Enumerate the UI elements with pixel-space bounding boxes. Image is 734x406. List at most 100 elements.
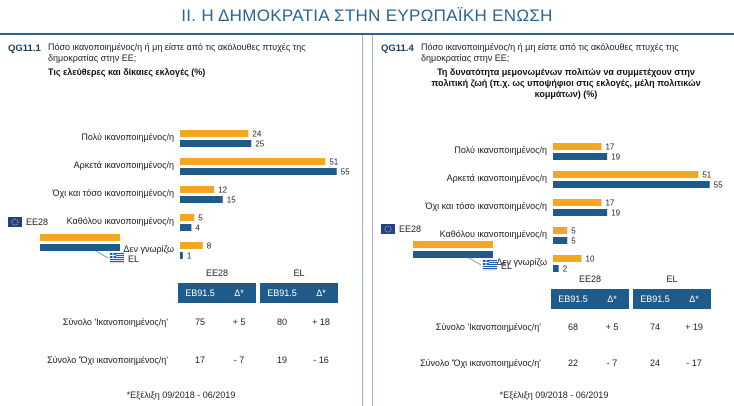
table-row: Σύνολο 'Ικανοποιημένος/η' 68 + 5 74 + 19 (383, 309, 711, 345)
category-label: Αρκετά ικανοποιημένος/η (74, 160, 174, 170)
panel-qg11-1: QG11.1 Πόσο ικανοποιημένος/η ή μη είστε … (0, 35, 363, 406)
bar-eu (553, 199, 602, 206)
bar-eu (180, 158, 326, 165)
page-header: II. Η ΔΗΜΟΚΡΑΤΙΑ ΣΤΗΝ ΕΥΡΩΠΑΪΚΗ ΕΝΩΣΗ (0, 0, 734, 35)
data-label: 17 (605, 199, 614, 208)
cell-el: 24 (649, 358, 660, 368)
bar-eu (553, 143, 602, 150)
data-label: 12 (218, 186, 227, 195)
col-header-eb: EB91.5 (551, 289, 595, 309)
data-label: 24 (252, 130, 261, 139)
cell-eu-delta: - 7 (606, 358, 618, 368)
question-text: Πόσο ικανοποιημένος/η ή μη είστε από τις… (48, 42, 306, 63)
col-header-delta: Δ* (304, 283, 338, 303)
data-label: 5 (571, 227, 576, 236)
greek-flag-icon (482, 259, 498, 271)
table-row: Σύνολο 'Όχι ικανοποιημένος/η' 17 - 7 19 … (10, 341, 338, 379)
data-label: 19 (611, 209, 620, 218)
table-row: Σύνολο 'Ικανοποιημένος/η' 75 + 5 80 + 18 (10, 303, 338, 341)
group-header-el: EL (666, 274, 678, 284)
legend-connector (468, 257, 482, 266)
data-label: 4 (195, 224, 200, 233)
category-label: Καθόλου ικανοποιημένος/η (440, 229, 547, 239)
data-label: 55 (341, 168, 350, 177)
bar-el (180, 252, 183, 259)
row-label: Σύνολο 'Ικανοποιημένος/η' (435, 322, 541, 332)
col-header-eb: EB91.5 (633, 289, 677, 309)
category-label: Πολύ ικανοποιημένος/η (454, 145, 547, 155)
data-label: 17 (605, 143, 614, 152)
row-label: Σύνολο 'Ικανοποιημένος/η' (62, 317, 168, 327)
cell-el-delta: - 16 (313, 355, 329, 365)
panel-qg11-4: QG11.4 Πόσο ικανοποιημένος/η ή μη είστε … (372, 35, 734, 406)
row-label: Σύνολο 'Όχι ικανοποιημένος/η' (420, 358, 541, 368)
data-label: 15 (227, 196, 236, 205)
bar-el (553, 153, 608, 160)
cell-eu: 75 (194, 317, 205, 327)
group-header-el: EL (293, 268, 305, 278)
col-header-delta: Δ* (222, 283, 256, 303)
greek-flag-icon (109, 252, 125, 264)
category-label: Αρκετά ικανοποιημένος/η (447, 173, 547, 183)
cell-eu-delta: + 5 (605, 322, 619, 332)
data-label: 5 (198, 214, 203, 223)
row-label: Σύνολο 'Όχι ικανοποιημένος/η' (47, 355, 168, 365)
col-header-eb: EB91.5 (178, 283, 222, 303)
cell-el: 19 (276, 355, 287, 365)
data-label: 1 (187, 252, 192, 261)
cell-eu-delta: - 7 (233, 355, 245, 365)
table-row: Σύνολο 'Όχι ικανοποιημένος/η' 22 - 7 24 … (383, 345, 711, 381)
category-label: Όχι και τόσο ικανοποιημένος/η (424, 201, 547, 211)
data-label: 51 (702, 171, 711, 180)
bar-el (553, 181, 710, 188)
cell-eu: 22 (567, 358, 578, 368)
bar-el (553, 209, 608, 216)
bar-eu (553, 255, 582, 262)
legend-connector (95, 250, 109, 259)
data-label: 5 (571, 237, 576, 246)
data-label: 10 (586, 255, 595, 264)
legend-label-eu: EE28 (399, 224, 421, 234)
question-subtitle: Τις ελεύθερες και δίκαιες εκλογές (%) (48, 67, 206, 77)
bar-eu (180, 242, 203, 249)
bar-eu (553, 227, 568, 234)
legend-swatch-eu (40, 234, 120, 241)
category-label: Δεν γνωρίζω (496, 257, 547, 267)
category-label: Όχι και τόσο ικανοποιημένος/η (51, 188, 174, 198)
data-label: 19 (611, 153, 620, 162)
bar-el (180, 140, 252, 147)
bar-el (180, 168, 337, 175)
eu-flag-icon (381, 224, 395, 234)
question-id: QG11.1 (8, 43, 41, 54)
data-label: 55 (714, 181, 723, 190)
category-label: Καθόλου ικανοποιημένος/η (67, 216, 174, 226)
cell-eu-delta: + 5 (232, 317, 246, 327)
legend-swatch-el (413, 251, 493, 258)
question-subtitle: Τη δυνατότητα μεμονωμένων πολιτών να συμ… (431, 67, 701, 99)
bar-eu (180, 130, 249, 137)
category-label: Δεν γνωρίζω (123, 244, 174, 254)
question-text: Πόσο ικανοποιημένος/η ή μη είστε από τις… (421, 42, 679, 63)
cell-el-delta: + 19 (685, 322, 703, 332)
category-label: Πολύ ικανοποιημένος/η (81, 132, 174, 142)
cell-eu: 68 (567, 322, 578, 332)
legend-label-el: EL (128, 254, 139, 264)
eu-flag-icon (8, 217, 22, 227)
bar-el (553, 237, 568, 244)
summary-table: EE28 EL EB91.5 Δ* EB91.5 Δ* Σύνολο 'Ικαν… (383, 269, 711, 381)
data-label: 2 (563, 265, 568, 274)
bar-eu (553, 171, 699, 178)
cell-el-delta: + 18 (312, 317, 330, 327)
cell-el: 80 (276, 317, 287, 327)
bar-eu (180, 186, 215, 193)
bar-el (180, 196, 223, 203)
legend-label-el: EL (501, 261, 512, 271)
question-id: QG11.4 (381, 43, 414, 54)
page-title: II. Η ΔΗΜΟΚΡΑΤΙΑ ΣΤΗΝ ΕΥΡΩΠΑΪΚΗ ΕΝΩΣΗ (181, 6, 553, 25)
col-header-eb: EB91.5 (260, 283, 304, 303)
legend-swatch-eu (413, 241, 493, 248)
bar-eu (180, 214, 195, 221)
col-header-delta: Δ* (677, 289, 711, 309)
